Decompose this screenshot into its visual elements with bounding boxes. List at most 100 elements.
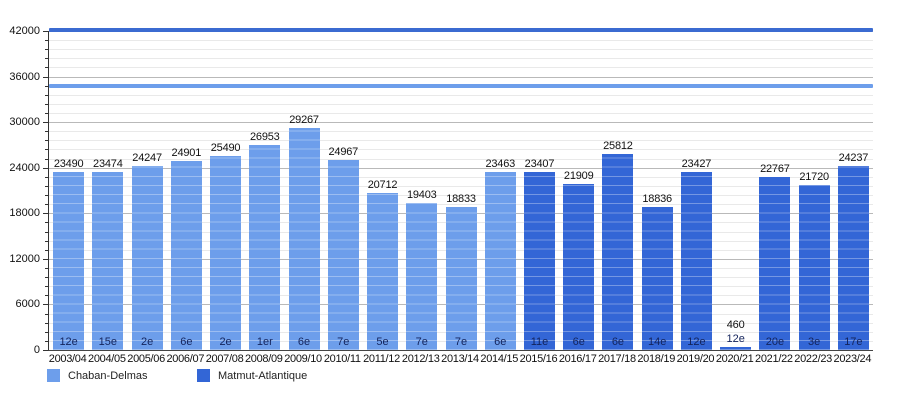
bar-2020-21 <box>720 346 752 350</box>
y-tick-mark <box>43 304 48 306</box>
bar-2008-09 <box>249 145 281 350</box>
gridline-minor <box>49 113 873 115</box>
x-tick-label: 2005/06 <box>127 353 165 365</box>
x-tick-label: 2012/13 <box>401 353 440 365</box>
y-tick-label: 12000 <box>9 252 40 265</box>
x-tick-label: 2011/12 <box>363 353 400 365</box>
x-tick-label: 2019/20 <box>676 353 715 365</box>
rank-label: 12e <box>59 336 78 348</box>
gridline-minor <box>49 40 873 42</box>
y-tick-label: 6000 <box>15 298 40 311</box>
y-tick-mark-minor <box>45 322 48 324</box>
bar-2016-17 <box>563 183 595 350</box>
legend-item-matmut-atlantique: Matmut-Atlantique <box>197 369 307 382</box>
rank-label: 6e <box>297 336 311 348</box>
y-tick-mark-minor <box>45 67 48 69</box>
bar-2021-22 <box>759 177 791 350</box>
rank-label: 7e <box>337 336 350 348</box>
y-axis: 0 6000 12000 18000 24000 30000 36000 42000 <box>0 25 48 356</box>
y-tick-mark-minor <box>45 158 48 160</box>
y-tick-mark-minor <box>45 331 48 333</box>
rank-label: 14e <box>648 336 667 348</box>
y-tick-mark-minor <box>45 58 48 60</box>
y-tick-mark-minor <box>45 267 48 269</box>
rank-label: 7e <box>415 336 428 348</box>
value-label: 24247 <box>132 151 162 164</box>
x-tick-label: 2014/15 <box>480 353 519 365</box>
bar-2015-16 <box>523 172 555 350</box>
value-label: 460 <box>726 318 745 331</box>
y-tick-label: 0 <box>33 344 40 356</box>
x-tick-label: 2017/18 <box>598 353 636 365</box>
gridline-major <box>49 167 873 169</box>
rank-label: 3e <box>808 336 821 348</box>
bar-2017-18 <box>602 153 634 350</box>
x-tick-label: 2007/08 <box>205 353 244 365</box>
rank-label: 7e <box>454 336 468 348</box>
bar-2005-06 <box>131 165 163 350</box>
y-tick-mark-minor <box>45 277 48 279</box>
rank-label: 15e <box>98 336 118 348</box>
y-tick-mark <box>43 76 48 78</box>
y-tick-mark-minor <box>45 149 48 151</box>
rank-label: 6e <box>611 336 625 348</box>
bar-2014-15 <box>484 171 516 350</box>
x-axis: 2003/04 2004/05 2005/06 2006/07 2007/08 2008/… <box>48 350 872 366</box>
bar-2011-12 <box>367 192 399 350</box>
value-label: 23463 <box>485 157 516 170</box>
value-label: 18833 <box>446 192 476 205</box>
value-label: 26953 <box>250 131 280 144</box>
bar-2007-08 <box>210 156 242 350</box>
x-tick-label: 2015/16 <box>519 353 558 365</box>
y-tick-mark-minor <box>45 249 48 251</box>
y-tick-mark-minor <box>45 85 48 87</box>
legend-swatch-chaban-delmas <box>47 369 60 382</box>
gridline-minor <box>49 158 873 160</box>
y-tick-label: 18000 <box>9 207 40 220</box>
rank-label: 2e <box>140 336 154 348</box>
value-label: 29267 <box>289 113 319 126</box>
x-tick-label: 2010/11 <box>323 353 361 365</box>
legend: Chaban-Delmas Matmut-Atlantique <box>0 369 900 389</box>
y-tick-mark <box>43 350 48 351</box>
rank-label: 6e <box>572 336 585 348</box>
x-tick-label: 2021/22 <box>755 353 793 365</box>
bar-2023-24 <box>837 165 869 350</box>
y-tick-mark-minor <box>45 113 48 115</box>
value-label: 24901 <box>171 146 202 159</box>
legend-swatch-matmut-atlantique <box>197 369 210 382</box>
gridline-major <box>49 76 873 78</box>
y-tick-label: 30000 <box>9 116 40 129</box>
y-tick-mark-minor <box>45 340 48 342</box>
bar-2019-20 <box>680 172 712 350</box>
bar-2004-05 <box>92 171 124 350</box>
bar-2006-07 <box>170 160 202 350</box>
value-label: 23490 <box>53 157 84 170</box>
rank-label: 11e <box>530 336 549 348</box>
gridline-minor <box>49 204 873 206</box>
bar-2013-14 <box>445 206 477 350</box>
value-label: 23474 <box>93 157 123 170</box>
x-tick-label: 2020/21 <box>715 353 754 365</box>
y-tick-mark-minor <box>45 195 48 197</box>
value-label: 19403 <box>406 188 437 201</box>
gridline-minor <box>49 58 873 60</box>
value-label: 24967 <box>328 146 359 159</box>
legend-item-chaban-delmas: Chaban-Delmas <box>47 369 147 382</box>
gridline-minor <box>49 140 873 142</box>
y-tick-mark <box>43 258 48 260</box>
y-tick-mark-minor <box>45 94 48 96</box>
value-label: 18836 <box>642 192 672 205</box>
x-tick-label: 2004/05 <box>88 353 126 365</box>
value-label: 23407 <box>524 158 555 171</box>
y-tick-mark <box>43 122 48 124</box>
y-tick-mark-minor <box>45 40 48 42</box>
gridline-major <box>49 122 873 124</box>
bar-2003-04 <box>53 171 85 350</box>
y-tick-mark <box>43 31 48 32</box>
y-tick-mark-minor <box>45 222 48 224</box>
rank-label: 17e <box>844 336 863 348</box>
y-tick-mark-minor <box>45 131 48 133</box>
value-label: 23427 <box>681 158 712 171</box>
